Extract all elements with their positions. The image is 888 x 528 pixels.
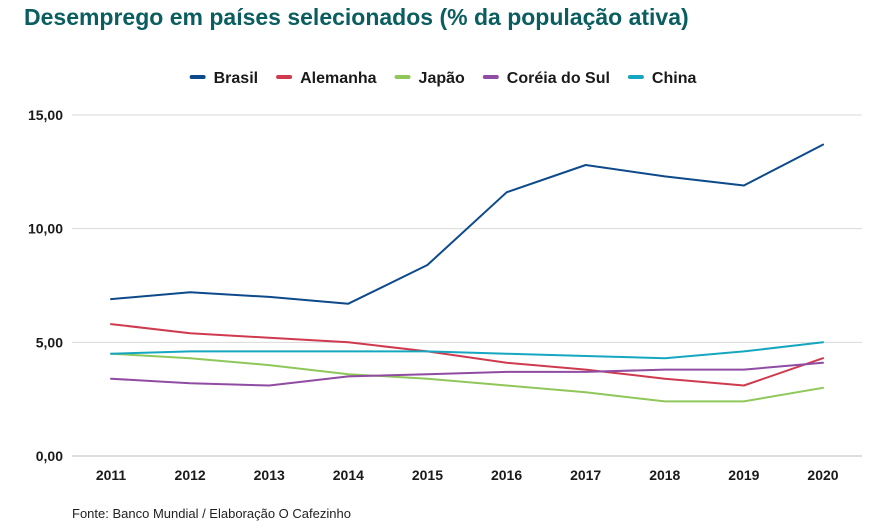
y-axis-ticks: 0,00 5,00 10,00 15,00 <box>28 107 63 464</box>
legend-item: Japão <box>394 70 465 87</box>
legend-item: Coréia do Sul <box>482 70 610 87</box>
x-axis-ticks: 2011 2012 2013 2014 2015 2016 2017 2018 2019 2020 <box>96 467 839 483</box>
x-tick-label: 2017 <box>570 467 601 483</box>
legend-label: Japão <box>419 70 465 87</box>
x-tick-label: 2012 <box>175 467 206 483</box>
source-note: Fonte: Banco Mundial / Elaboração O Cafe… <box>72 506 351 521</box>
y-tick-label: 0,00 <box>36 448 63 464</box>
chart-title: Desemprego em países selecionados (% da … <box>24 4 689 30</box>
x-tick-label: 2018 <box>649 467 680 483</box>
x-tick-label: 2019 <box>728 467 759 483</box>
x-tick-label: 2020 <box>807 467 838 483</box>
legend-label: Alemanha <box>300 70 377 87</box>
legend-label: Coréia do Sul <box>507 70 610 87</box>
legend: Brasil Alemanha Japão Coréia do Sul China <box>189 70 697 87</box>
gridlines <box>72 114 862 457</box>
series-line-jap-o <box>110 352 824 403</box>
y-tick-label: 15,00 <box>28 107 63 123</box>
series-line-cor-ia-do-sul <box>110 361 824 387</box>
series-line-alemanha <box>110 323 824 387</box>
x-tick-label: 2015 <box>412 467 443 483</box>
series-line-china <box>110 341 824 360</box>
legend-item: Alemanha <box>276 70 377 87</box>
legend-item: Brasil <box>189 70 258 87</box>
legend-item: China <box>627 70 697 87</box>
series-lines <box>110 143 824 403</box>
x-tick-label: 2016 <box>491 467 522 483</box>
series-line-brasil <box>110 143 824 305</box>
legend-label: Brasil <box>214 70 258 87</box>
x-tick-label: 2013 <box>254 467 285 483</box>
legend-label: China <box>652 70 697 87</box>
x-tick-label: 2014 <box>333 467 364 483</box>
x-tick-label: 2011 <box>96 467 127 483</box>
y-tick-label: 5,00 <box>36 334 63 350</box>
y-tick-label: 10,00 <box>28 221 63 237</box>
